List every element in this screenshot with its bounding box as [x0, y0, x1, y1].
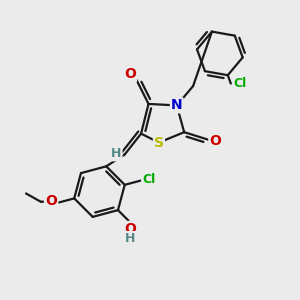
Text: O: O	[45, 194, 57, 208]
Text: S: S	[154, 136, 164, 150]
Text: H: H	[111, 147, 122, 161]
Text: O: O	[124, 222, 136, 236]
Text: N: N	[171, 98, 183, 112]
Text: Cl: Cl	[233, 77, 246, 90]
Text: O: O	[124, 67, 136, 81]
Text: O: O	[209, 134, 221, 148]
Text: Cl: Cl	[142, 172, 155, 186]
Text: H: H	[125, 232, 135, 245]
